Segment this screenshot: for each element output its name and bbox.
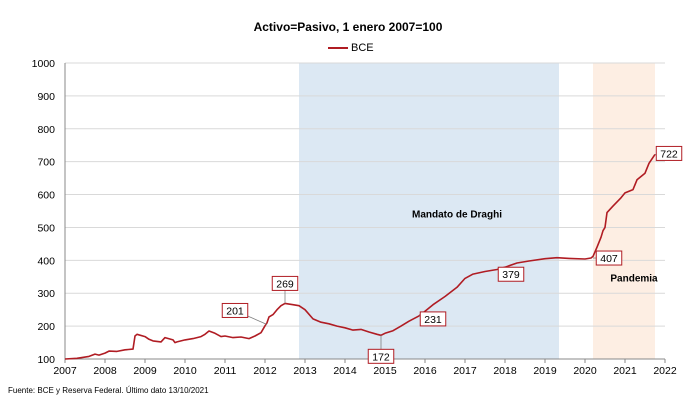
region-0 (299, 63, 559, 359)
x-tick-label-2020: 2020 (573, 365, 597, 377)
source-note: Fuente: BCE y Reserva Federal. Último da… (8, 386, 209, 395)
x-tick-label-2012: 2012 (253, 365, 277, 377)
x-tick-label-2018: 2018 (493, 365, 517, 377)
region-1 (593, 63, 655, 359)
series-line-bce (64, 153, 656, 360)
x-tick-label-2019: 2019 (533, 365, 557, 377)
callout-box-231 (419, 311, 447, 327)
y-tick-label-800: 800 (37, 124, 55, 136)
grid-layer (65, 62, 665, 327)
annotation-layer: 201 269 172 231 379 407 722 (221, 145, 683, 364)
legend-label-bce: BCE (351, 42, 374, 54)
axis-layer: 100 200 300 400 500 600 700 800 900 1000 2007 2008 2… (32, 58, 677, 377)
callout-label-722: 722 (660, 148, 678, 160)
x-tick-label-2008: 2008 (93, 365, 117, 377)
x-tick-label-2017: 2017 (453, 365, 477, 377)
callout-box-379 (497, 266, 525, 282)
x-tick-label-2007: 2007 (53, 365, 77, 377)
y-tick-label-500: 500 (37, 222, 55, 234)
x-tick-label-2022: 2022 (653, 365, 677, 377)
y-tick-label-900: 900 (37, 91, 55, 103)
x-tick-label-2015: 2015 (373, 365, 397, 377)
x-tick-label-2009: 2009 (133, 365, 157, 377)
x-tick-label-2013: 2013 (293, 365, 317, 377)
y-tick-label-400: 400 (37, 255, 55, 267)
x-tick-label-2014: 2014 (333, 365, 357, 377)
callout-label-201: 201 (226, 305, 244, 317)
callout-box-201 (221, 302, 249, 318)
y-tick-label-300: 300 (37, 288, 55, 300)
region-label-0: Mandato de Draghi (412, 210, 502, 221)
y-tick-label-700: 700 (37, 157, 55, 169)
callout-label-172: 172 (372, 351, 390, 363)
y-tick-label-1000: 1000 (32, 58, 56, 70)
regions-layer: Mandato de Draghi Pandemia (299, 63, 658, 359)
y-tick-label-100: 100 (37, 354, 55, 366)
callout-label-379: 379 (502, 269, 520, 281)
callout-label-231: 231 (424, 314, 442, 326)
x-tick-label-2016: 2016 (413, 365, 437, 377)
x-tick-label-2010: 2010 (173, 365, 197, 377)
legend-swatch-bce (328, 47, 348, 49)
y-tick-label-600: 600 (37, 190, 55, 202)
y-tick-label-200: 200 (37, 321, 55, 333)
callout-label-269: 269 (276, 278, 294, 290)
callout-box-172 (367, 348, 395, 364)
callout-box-407 (595, 250, 623, 266)
legend: BCE (328, 41, 374, 55)
x-tick-label-2021: 2021 (613, 365, 637, 377)
region-label-1: Pandemia (610, 273, 658, 284)
x-tick-label-2011: 2011 (214, 365, 237, 377)
callout-box-269 (271, 275, 299, 291)
callout-box-722 (655, 145, 683, 161)
callout-label-407: 407 (600, 253, 618, 265)
series-layer (64, 153, 656, 360)
chart-title: Activo=Pasivo, 1 enero 2007=100 (253, 20, 443, 34)
